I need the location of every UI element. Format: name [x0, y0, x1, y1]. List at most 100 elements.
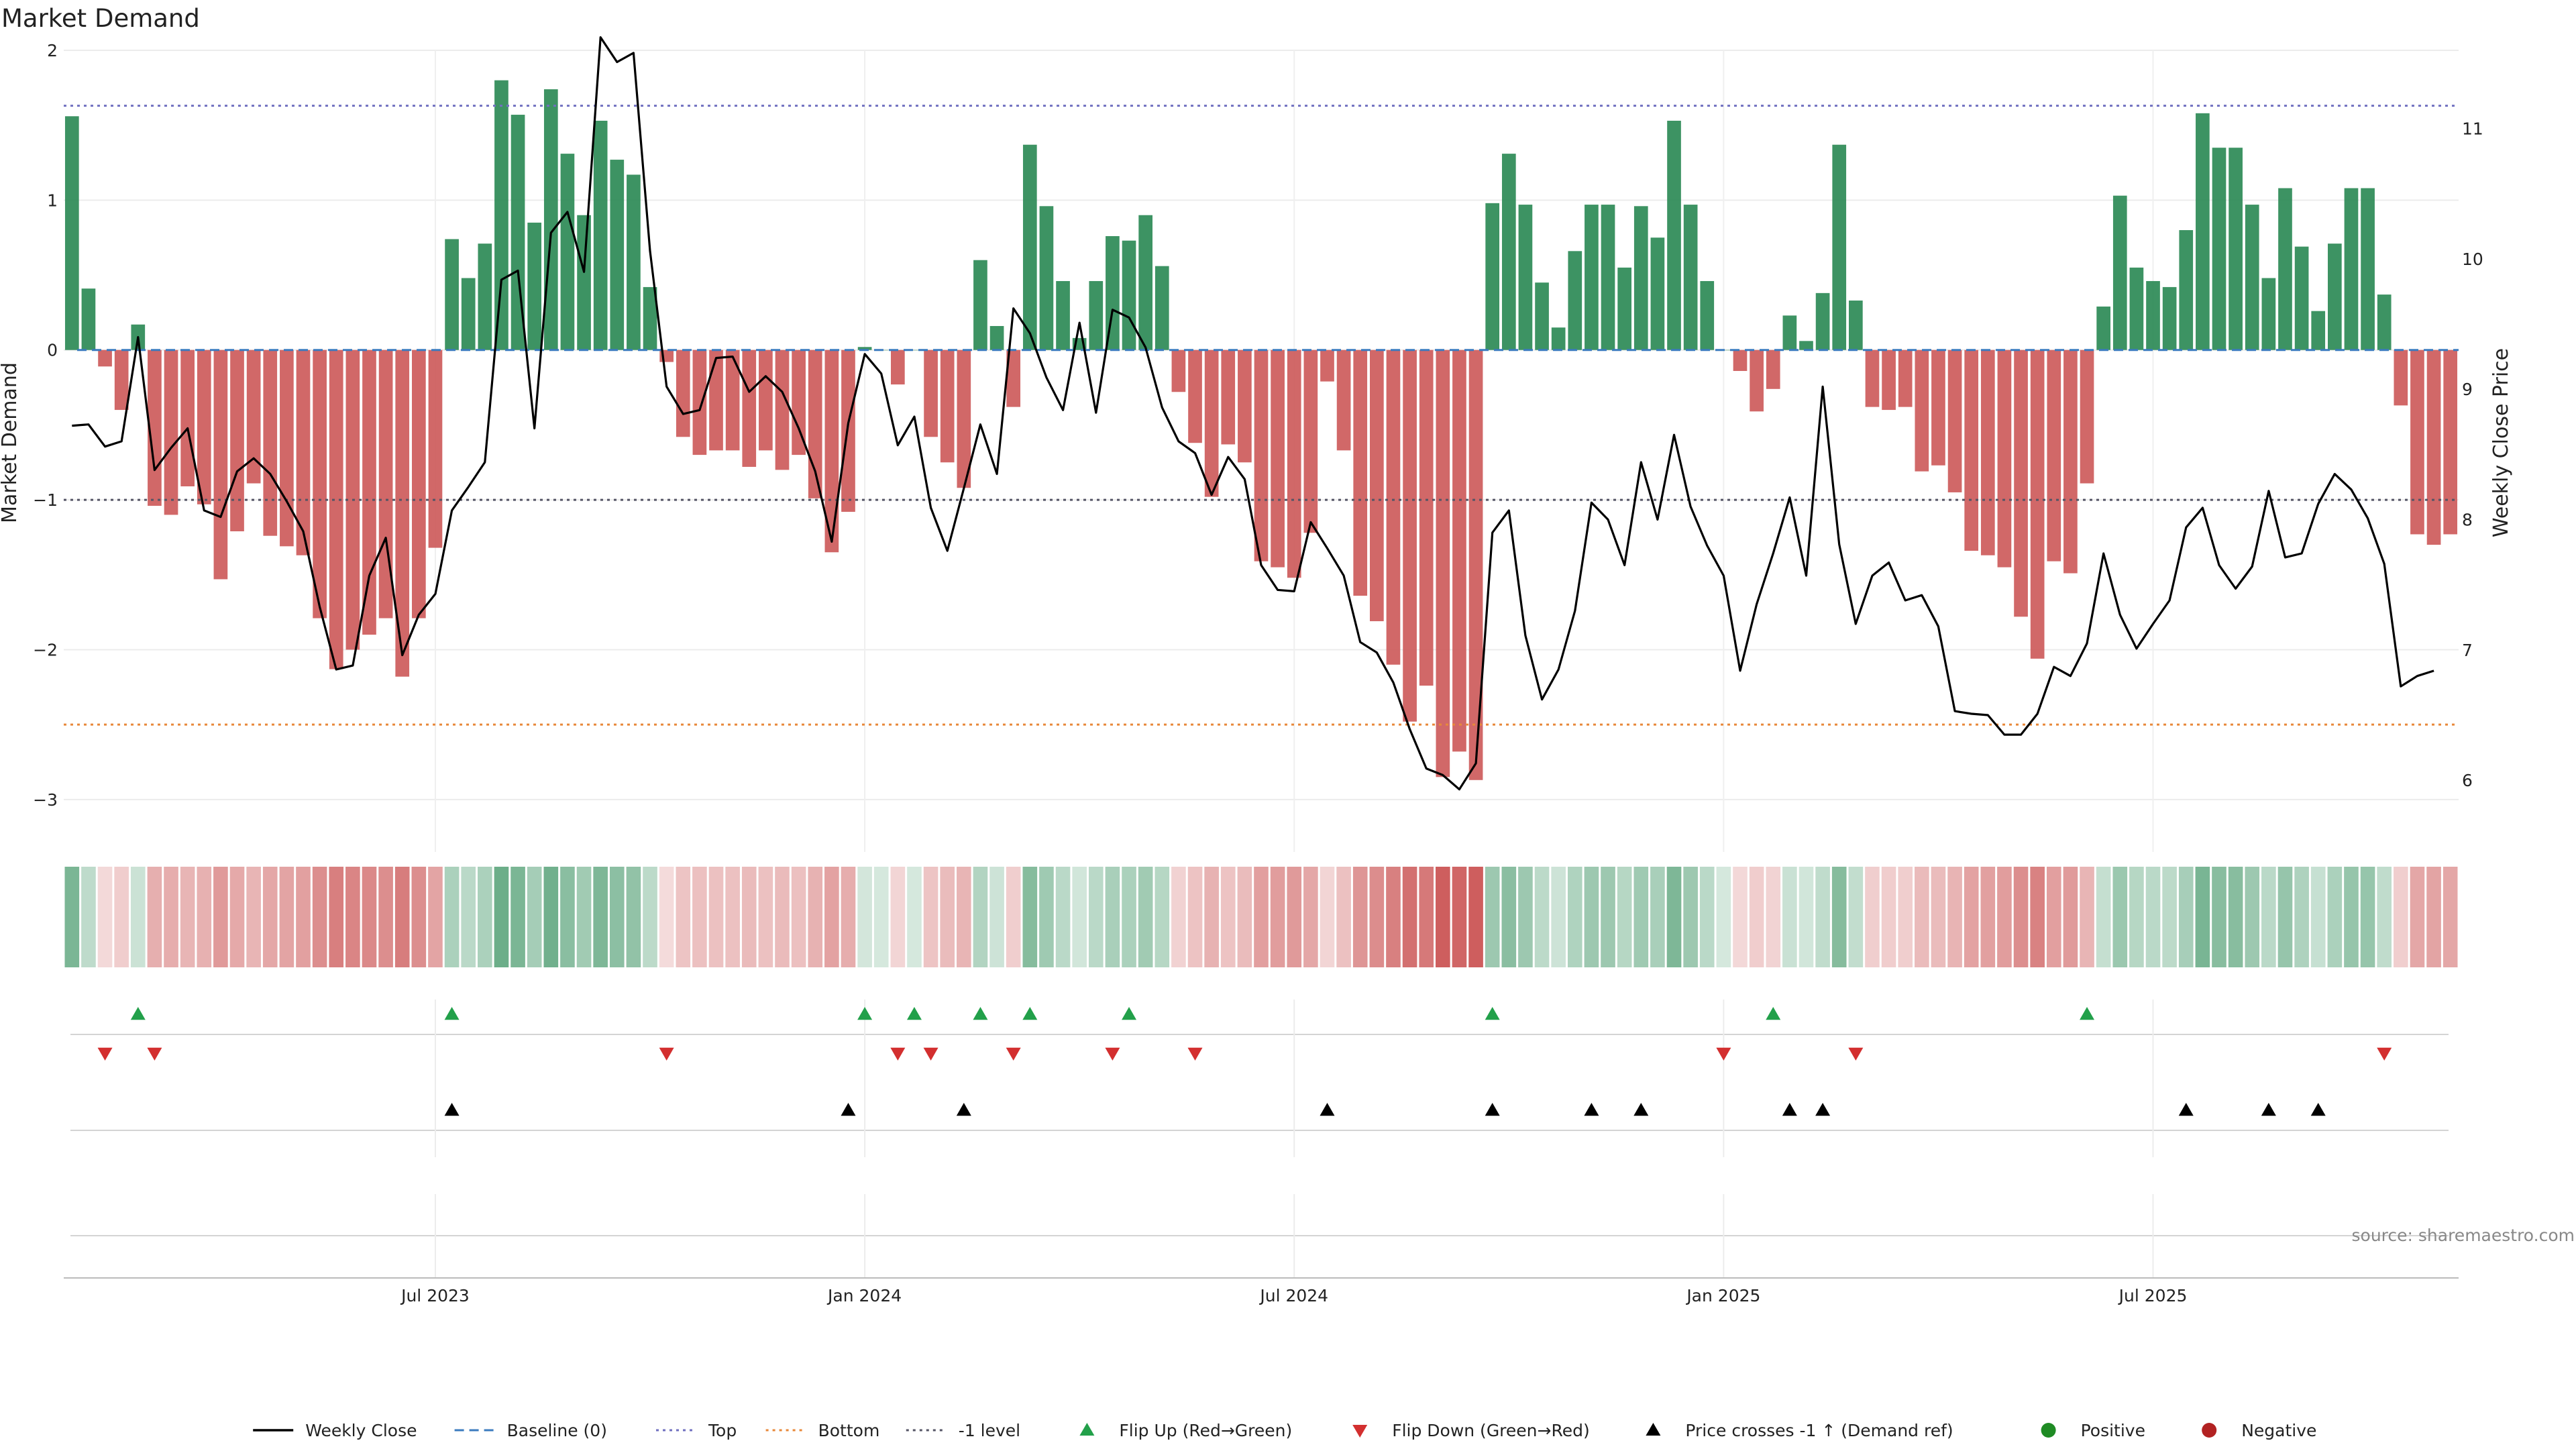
- negative-bar: [1997, 350, 2012, 568]
- positive-bar: [2261, 278, 2276, 350]
- positive-bar: [1633, 206, 1648, 350]
- price-cross-marker: [1485, 1103, 1500, 1116]
- price-polyline: [72, 36, 2434, 791]
- negative-bar: [280, 350, 294, 547]
- flip-up-marker: [2080, 1007, 2095, 1020]
- negative-bar: [1320, 350, 1334, 382]
- negative-bar: [296, 350, 311, 555]
- heat-cell: [2129, 867, 2144, 967]
- negative-bar: [1733, 350, 1748, 371]
- legend-label: Positive: [2081, 1421, 2145, 1440]
- heat-cell: [1155, 867, 1170, 967]
- positive-bar: [2146, 280, 2160, 350]
- positive-bar: [1089, 280, 1104, 350]
- heat-cell: [626, 867, 641, 967]
- left-tick-label: 0: [47, 341, 58, 360]
- price-cross-marker: [841, 1103, 856, 1116]
- negative-bar: [1353, 350, 1368, 596]
- x-tick-label: Jul 2023: [400, 1286, 470, 1305]
- heat-cell: [543, 867, 559, 967]
- heat-cell: [2178, 867, 2194, 967]
- negative-bar: [1436, 350, 1450, 777]
- negative-bar: [1254, 350, 1269, 561]
- heat-cell: [1633, 867, 1649, 967]
- heat-cell: [758, 867, 773, 967]
- heat-cell: [1699, 867, 1715, 967]
- negative-bar: [725, 350, 740, 451]
- flip-up-marker: [1766, 1007, 1781, 1020]
- positive-bar: [1518, 205, 1533, 350]
- legend-swatch: [2202, 1423, 2217, 1438]
- heat-cell: [1766, 867, 1781, 967]
- heat-cell: [246, 867, 261, 967]
- legend-swatch: [2041, 1423, 2056, 1438]
- heat-cell: [1485, 867, 1500, 967]
- flip-up-marker: [973, 1007, 988, 1020]
- heat-cell: [2344, 867, 2359, 967]
- heat-cell: [676, 867, 691, 967]
- positive-bar: [577, 215, 591, 350]
- heat-cell: [494, 867, 509, 967]
- heat-cell: [659, 867, 674, 967]
- positive-bar: [1849, 301, 1863, 350]
- right-axis-label: Weekly Close Price: [2489, 348, 2513, 537]
- positive-bar: [543, 89, 558, 350]
- heat-cell: [1947, 867, 1962, 967]
- positive-bar: [2377, 294, 2392, 350]
- positive-bar: [81, 288, 96, 350]
- negative-bar: [824, 350, 839, 553]
- positive-bar: [1551, 327, 1566, 350]
- flip-down-marker: [1105, 1047, 1120, 1061]
- price-cross-marker: [2178, 1103, 2194, 1116]
- positive-bar: [2162, 286, 2177, 350]
- heat-cell: [576, 867, 592, 967]
- negative-bar: [1980, 350, 1995, 555]
- positive-bar: [1832, 144, 1847, 350]
- positive-bar: [989, 325, 1004, 350]
- heat-cell: [197, 867, 212, 967]
- negative-bar: [395, 350, 410, 677]
- heat-cell: [725, 867, 740, 967]
- positive-bar: [527, 222, 542, 350]
- flip-up-marker: [444, 1007, 460, 1020]
- negative-bar: [759, 350, 773, 451]
- heat-cell: [279, 867, 294, 967]
- negative-bar: [940, 350, 955, 463]
- heat-cell: [1534, 867, 1550, 967]
- heat-cell: [1452, 867, 1467, 967]
- heat-cell: [940, 867, 955, 967]
- price-cross-marker: [1782, 1103, 1797, 1116]
- heat-cell: [378, 867, 393, 967]
- flip-up-marker: [1485, 1007, 1500, 1020]
- legend-label: Bottom: [818, 1421, 880, 1440]
- heat-cell: [1204, 867, 1219, 967]
- positive-bar: [2344, 188, 2359, 350]
- heat-cell: [229, 867, 245, 967]
- heat-cell: [1567, 867, 1582, 967]
- negative-bar: [2047, 350, 2061, 561]
- positive-bar: [2245, 205, 2259, 350]
- heat-cell: [1386, 867, 1401, 967]
- negative-bar: [213, 350, 228, 580]
- price-cross-marker: [956, 1103, 971, 1116]
- heat-cell: [478, 867, 492, 967]
- demand-bars: [64, 80, 2458, 780]
- positive-bar: [1138, 215, 1152, 350]
- positive-bar: [2196, 113, 2210, 350]
- negative-bar: [1403, 350, 1417, 722]
- heat-cell: [1369, 867, 1385, 967]
- negative-bar: [1468, 350, 1483, 780]
- heat-cell: [1584, 867, 1599, 967]
- heat-cell: [2360, 867, 2375, 967]
- negative-bar: [1336, 350, 1351, 451]
- heat-cell: [1683, 867, 1698, 967]
- heat-cell: [2080, 867, 2094, 967]
- legend-swatch: [1079, 1423, 1095, 1436]
- negative-bar: [1865, 350, 1880, 407]
- positive-bar: [2311, 311, 2326, 350]
- heat-cell: [2112, 867, 2128, 967]
- heat-cell: [461, 867, 476, 967]
- negative-bar: [1882, 350, 1896, 411]
- positive-bar: [2212, 148, 2226, 350]
